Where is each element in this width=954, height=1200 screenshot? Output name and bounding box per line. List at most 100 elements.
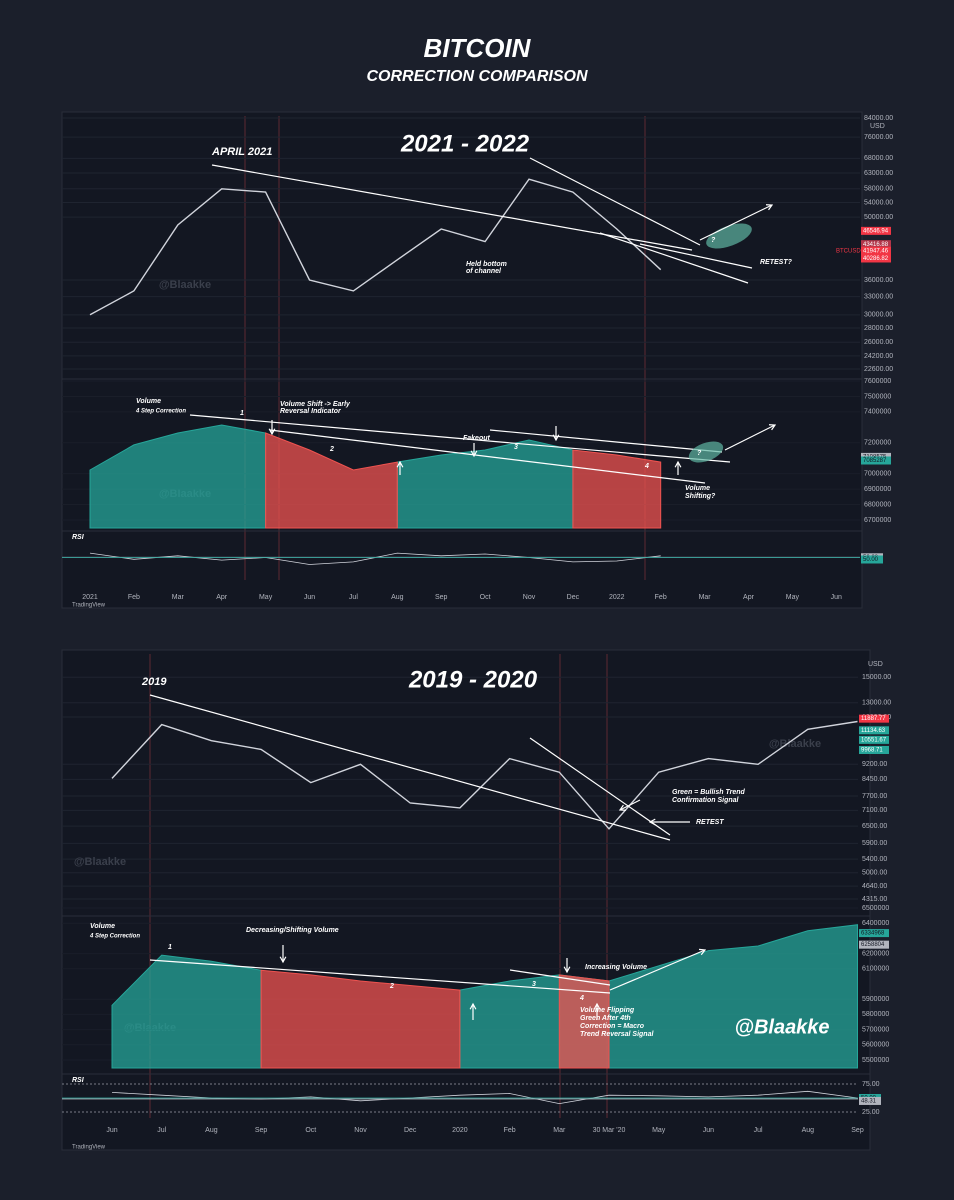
annotation: 1 xyxy=(240,410,244,417)
rsi-marker-label: 48.31 xyxy=(861,1099,877,1105)
x-tick-label: Feb xyxy=(655,594,667,601)
volume-marker-label: 7085287 xyxy=(863,458,887,464)
y-tick-label: 5800000 xyxy=(862,1011,889,1018)
y-tick-label: 36000.00 xyxy=(864,277,893,284)
arrow-head xyxy=(563,966,571,974)
x-tick-label: Jun xyxy=(304,594,315,601)
x-tick-label: Apr xyxy=(216,594,228,601)
page-title: BITCOIN xyxy=(424,33,532,63)
trendline xyxy=(529,157,701,246)
x-tick-label: Jun xyxy=(831,594,842,601)
price-marker xyxy=(861,240,891,249)
trendline xyxy=(269,429,706,484)
annotation: 2 xyxy=(389,983,394,990)
x-tick-label: Jun xyxy=(106,1127,117,1134)
price-marker-label: 11887.77 xyxy=(861,716,886,722)
rsi-tick-label: 25.00 xyxy=(862,1109,880,1116)
y-tick-label: 6100000 xyxy=(862,966,889,973)
x-tick-label: 2021 xyxy=(82,594,98,601)
y-tick-label: 13000.00 xyxy=(862,700,891,707)
x-tick-label: Sep xyxy=(255,1127,268,1134)
panel xyxy=(61,649,871,1151)
x-tick-label: Mar xyxy=(699,594,712,601)
y-tick-label: 5000.00 xyxy=(862,870,887,877)
arrow-head xyxy=(765,204,774,211)
page-subtitle: CORRECTION COMPARISON xyxy=(366,68,587,85)
arrow-head xyxy=(674,460,682,468)
y-tick-label: 22600.00 xyxy=(864,366,893,373)
y-tick-label: 8450.00 xyxy=(862,776,887,783)
x-tick-label: Dec xyxy=(404,1127,417,1134)
price-marker xyxy=(859,726,889,735)
y-tick-label: 68000.00 xyxy=(864,155,893,162)
price-marker-label: 46546.94 xyxy=(863,228,889,234)
highlight xyxy=(706,223,752,249)
annotation: Confirmation Signal xyxy=(672,797,740,804)
annotation: Reversal Indicator xyxy=(280,408,342,415)
y-tick-label: 6500.00 xyxy=(862,823,887,830)
watermark: @Blaakke xyxy=(159,279,211,291)
annotation: Shifting? xyxy=(685,493,716,500)
y-tick-label: 6400000 xyxy=(862,920,889,927)
volume-marker xyxy=(859,929,889,938)
x-tick-label: Aug xyxy=(205,1127,218,1134)
x-tick-label: Feb xyxy=(504,1127,516,1134)
volume-marker xyxy=(859,940,889,949)
price-marker-label: 43416.88 xyxy=(863,242,889,248)
x-tick-label: Jul xyxy=(157,1127,166,1134)
x-tick-label: 2022 xyxy=(609,594,625,601)
price-marker-label: 40286.82 xyxy=(863,256,889,262)
watermark: @Blaakke xyxy=(74,856,126,868)
arrow xyxy=(619,799,641,811)
brand: @Blaakke xyxy=(734,1016,829,1038)
platform: TradingView xyxy=(72,603,106,609)
annotation: 3 xyxy=(514,444,518,451)
x-tick-label: Jul xyxy=(349,594,358,601)
arrow-head xyxy=(470,450,478,458)
y-tick-label: 84000.00 xyxy=(864,115,893,122)
panel xyxy=(61,111,863,609)
price-line xyxy=(89,178,662,316)
x-tick-label: Jul xyxy=(754,1127,763,1134)
panel-title: 2019 - 2020 xyxy=(408,666,538,693)
y-tick-label: 6500000 xyxy=(862,905,889,912)
watermark: @Blaakke xyxy=(769,738,821,750)
annotation: Fakeout xyxy=(463,435,491,442)
volume-title: Volume xyxy=(90,923,115,930)
annotation: RETEST xyxy=(696,819,724,826)
y-tick-label: 7700.00 xyxy=(862,793,887,800)
y-tick-label: 7600000 xyxy=(864,378,891,385)
annotation: 2 xyxy=(329,446,334,453)
annotation: 3 xyxy=(532,981,536,988)
annotation: Green = Bullish Trend xyxy=(672,789,746,796)
panel-title: 2021 - 2022 xyxy=(400,130,530,157)
highlight xyxy=(688,441,724,463)
y-tick-label: 6800000 xyxy=(864,501,891,508)
volume-marker-label: 6334968 xyxy=(861,931,885,937)
y-tick-label: 26000.00 xyxy=(864,339,893,346)
arrow xyxy=(724,424,776,451)
arrow-head xyxy=(618,804,627,811)
annotation: Volume Shift -> Early xyxy=(280,401,351,408)
trendline xyxy=(509,969,611,986)
rsi-tick-label: 75.00 xyxy=(862,1081,880,1088)
annotation: Held bottom xyxy=(466,261,507,268)
price-marker xyxy=(859,745,889,754)
rsi-title: RSI xyxy=(72,534,85,541)
annotation: 2019 xyxy=(141,676,167,688)
y-tick-label: 30000.00 xyxy=(864,312,893,319)
arrow-head xyxy=(469,1002,477,1010)
y-tick-label: 33000.00 xyxy=(864,293,893,300)
y-tick-label: 28000.00 xyxy=(864,325,893,332)
x-tick-label: Aug xyxy=(802,1127,815,1134)
trendline xyxy=(189,414,731,463)
arrow-head xyxy=(648,818,656,826)
y-tick-label: 6200000 xyxy=(862,950,889,957)
price-marker xyxy=(859,735,889,744)
currency: USD xyxy=(870,123,885,130)
y-tick-label: 24200.00 xyxy=(864,353,893,360)
rsi-marker xyxy=(861,555,883,564)
arrow xyxy=(699,204,773,241)
x-tick-label: Feb xyxy=(128,594,140,601)
